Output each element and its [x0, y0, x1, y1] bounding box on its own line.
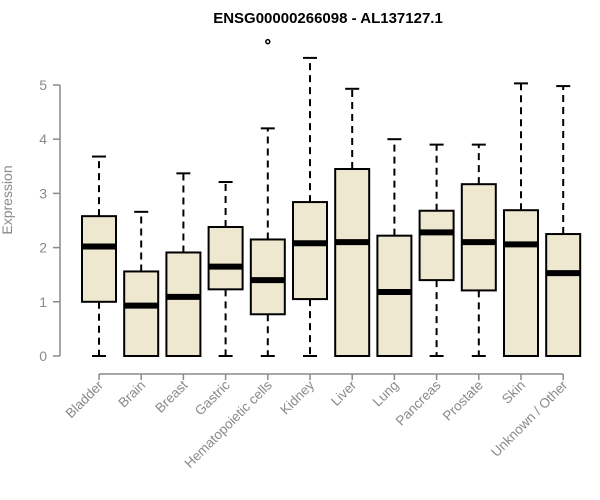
y-axis-label: Expression: [0, 165, 15, 234]
box-iqr: [165, 251, 202, 357]
x-tick-label: Brain: [115, 378, 148, 411]
y-tick-label: 3: [39, 185, 47, 201]
y-tick-label: 4: [39, 131, 47, 147]
box-group: [545, 85, 582, 357]
box-group: [249, 38, 286, 357]
y-axis: 0 1 2 3 4 5: [39, 77, 61, 364]
box-iqr: [503, 209, 539, 357]
box-iqr: [81, 215, 117, 303]
y-tick-label: 1: [39, 294, 47, 310]
y-tick-label: 2: [39, 240, 47, 256]
box-group: [207, 181, 244, 357]
box-iqr: [460, 183, 497, 292]
box-group: [460, 143, 497, 357]
x-tick-label: Breast: [152, 377, 190, 415]
y-tick-label: 5: [39, 77, 47, 93]
y-tick-label: 0: [39, 348, 47, 364]
x-tick-label: Liver: [328, 377, 360, 409]
x-tick-label: Unknown / Other: [488, 377, 571, 460]
plot-area: [81, 38, 582, 357]
box-iqr: [292, 201, 328, 301]
x-tick-label: Kidney: [277, 377, 317, 417]
x-tick-label: Bladder: [63, 377, 107, 421]
box-group: [376, 138, 413, 357]
chart-title: ENSG00000266098 - AL137127.1: [213, 10, 443, 27]
box-group: [292, 56, 328, 357]
outlier-point: [265, 38, 271, 45]
x-tick-label: Prostate: [440, 378, 486, 424]
x-tick-label: Gastric: [192, 377, 233, 418]
box-iqr: [418, 209, 455, 282]
box-group: [503, 82, 539, 357]
x-tick-label: Lung: [370, 378, 402, 410]
box-iqr: [334, 168, 371, 357]
box-iqr: [207, 226, 244, 291]
box-group: [81, 155, 117, 357]
box-group: [123, 210, 160, 357]
box-group: [334, 87, 371, 357]
box-group: [165, 172, 202, 357]
x-tick-label: Skin: [499, 378, 528, 407]
box-group: [418, 143, 455, 357]
box-iqr: [123, 270, 160, 357]
box-iqr: [545, 233, 582, 357]
x-tick-label: Pancreas: [393, 377, 444, 428]
box-iqr: [376, 234, 413, 357]
box-iqr: [249, 238, 286, 316]
